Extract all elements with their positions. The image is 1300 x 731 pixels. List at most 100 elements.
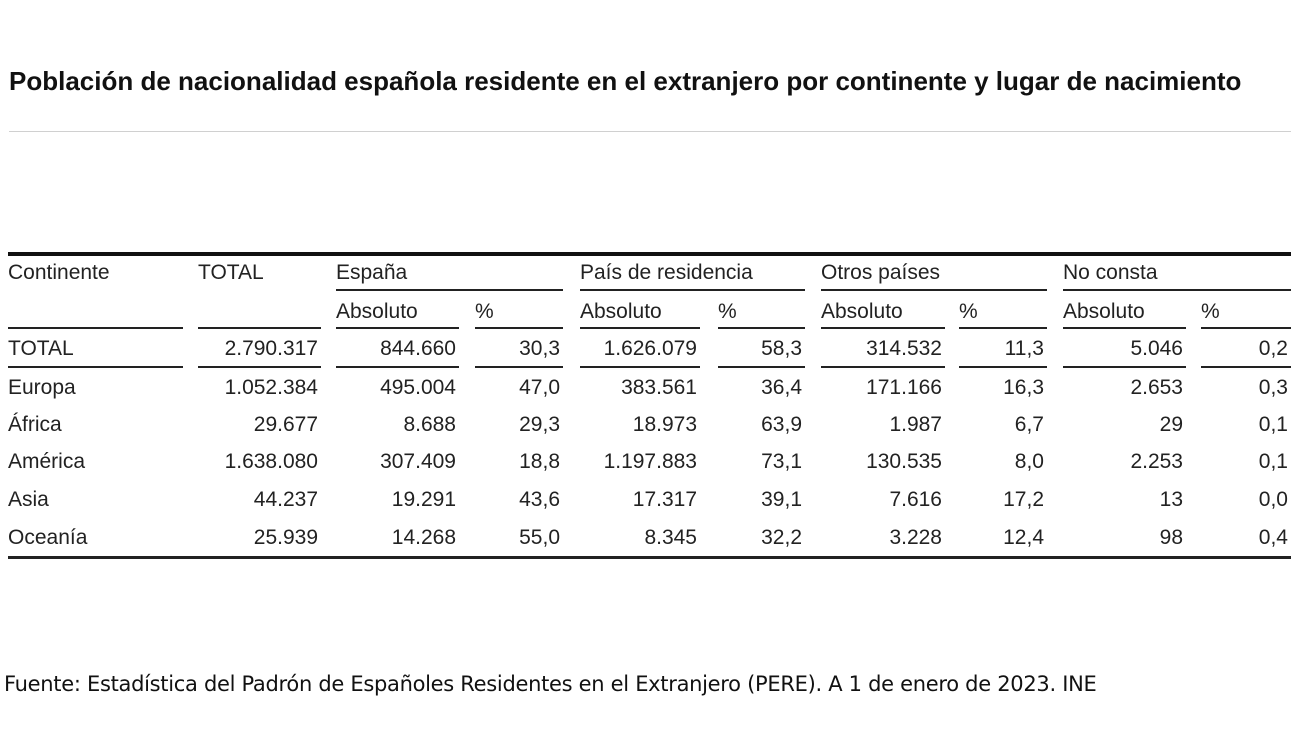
- table-cell: 11,3: [1004, 337, 1044, 360]
- table-cell: 8,0: [1014, 450, 1044, 473]
- header-cell: Continente: [8, 261, 110, 284]
- total-row-underline: [1063, 366, 1186, 368]
- subheader-cell: %: [959, 300, 978, 323]
- table-cell: 73,1: [761, 450, 802, 473]
- table-cell: 19.291: [391, 488, 456, 511]
- table-cell: 130.535: [866, 450, 942, 473]
- page-title: Población de nacionalidad española resid…: [9, 66, 1242, 96]
- table-cell: 8.688: [403, 413, 456, 436]
- table-cell: 1.197.883: [603, 450, 697, 473]
- table-cell: 0,3: [1258, 376, 1288, 399]
- table-cell: 495.004: [380, 376, 456, 399]
- table-cell: 7.616: [889, 488, 942, 511]
- subheader-cell: Absoluto: [821, 300, 903, 323]
- table-cell: 0,1: [1258, 450, 1288, 473]
- header-underline: [580, 327, 700, 329]
- header-underline: [336, 327, 459, 329]
- total-row-underline: [8, 366, 183, 368]
- row-label: TOTAL: [8, 337, 74, 360]
- total-row-underline: [821, 366, 945, 368]
- source-note: Fuente: Estadística del Padrón de Españo…: [4, 672, 1097, 696]
- table-cell: 12,4: [1003, 526, 1044, 549]
- table-cell: 29: [1159, 413, 1183, 436]
- table-cell: 0,2: [1258, 337, 1288, 360]
- table-cell: 18.973: [632, 413, 697, 436]
- table-cell: 98: [1159, 526, 1183, 549]
- table-bottom-rule: [8, 556, 1291, 559]
- total-row-underline: [580, 366, 700, 368]
- subheader-cell: Absoluto: [580, 300, 662, 323]
- header-underline: [198, 327, 321, 329]
- table-cell: 3.228: [889, 526, 942, 549]
- table-cell: 25.939: [253, 526, 318, 549]
- table-top-rule: [8, 252, 1291, 256]
- row-label: Asia: [8, 488, 49, 511]
- table-cell: 171.166: [866, 376, 942, 399]
- table-cell: 314.532: [866, 337, 942, 360]
- header-underline: [821, 327, 945, 329]
- row-label: Europa: [8, 376, 76, 399]
- subheader-cell: Absoluto: [336, 300, 418, 323]
- table-cell: 383.561: [621, 376, 697, 399]
- table-cell: 1.052.384: [224, 376, 318, 399]
- table-cell: 39,1: [761, 488, 802, 511]
- table-cell: 844.660: [380, 337, 456, 360]
- table-cell: 0,0: [1258, 488, 1288, 511]
- header-underline: [8, 327, 183, 329]
- table-cell: 17.317: [632, 488, 697, 511]
- header-underline: [475, 327, 563, 329]
- table-cell: 16,3: [1003, 376, 1044, 399]
- group-underline: [336, 289, 563, 291]
- table-cell: 58,3: [761, 337, 802, 360]
- header-cell: Otros países: [821, 261, 941, 284]
- table-cell: 29,3: [519, 413, 560, 436]
- header-underline: [1063, 327, 1186, 329]
- group-underline: [1063, 289, 1291, 291]
- table-cell: 36,4: [761, 376, 802, 399]
- header-underline: [718, 327, 805, 329]
- table-cell: 44.237: [253, 488, 318, 511]
- total-row-underline: [718, 366, 805, 368]
- table-cell: 47,0: [519, 376, 560, 399]
- title-divider: [9, 131, 1291, 132]
- table-cell: 32,2: [761, 526, 802, 549]
- row-label: África: [8, 413, 62, 436]
- header-underline: [959, 327, 1047, 329]
- header-cell: País de residencia: [580, 261, 753, 284]
- table-cell: 13: [1159, 488, 1183, 511]
- row-label: Oceanía: [8, 526, 88, 549]
- table-cell: 43,6: [519, 488, 560, 511]
- table-cell: 8.345: [644, 526, 697, 549]
- subheader-cell: %: [475, 300, 494, 323]
- total-row-underline: [475, 366, 563, 368]
- subheader-cell: %: [718, 300, 737, 323]
- total-row-underline: [1201, 366, 1291, 368]
- table-cell: 14.268: [391, 526, 456, 549]
- header-cell: TOTAL: [198, 261, 264, 284]
- header-underline: [1201, 327, 1291, 329]
- group-underline: [580, 289, 805, 291]
- table-cell: 18,8: [519, 450, 560, 473]
- table-cell: 6,7: [1014, 413, 1044, 436]
- table-cell: 5.046: [1130, 337, 1183, 360]
- total-row-underline: [198, 366, 321, 368]
- table-cell: 1.626.079: [603, 337, 697, 360]
- table-cell: 2.790.317: [224, 337, 318, 360]
- table-cell: 1.987: [889, 413, 942, 436]
- subheader-cell: Absoluto: [1063, 300, 1145, 323]
- group-underline: [821, 289, 1047, 291]
- table-cell: 30,3: [519, 337, 560, 360]
- table-cell: 2.253: [1130, 450, 1183, 473]
- table-cell: 55,0: [519, 526, 560, 549]
- table-cell: 2.653: [1130, 376, 1183, 399]
- table-cell: 307.409: [380, 450, 456, 473]
- total-row-underline: [336, 366, 459, 368]
- table-cell: 17,2: [1003, 488, 1044, 511]
- table-cell: 0,4: [1258, 526, 1288, 549]
- table-cell: 1.638.080: [224, 450, 318, 473]
- total-row-underline: [959, 366, 1047, 368]
- header-cell: No consta: [1063, 261, 1158, 284]
- table-cell: 0,1: [1258, 413, 1288, 436]
- subheader-cell: %: [1201, 300, 1220, 323]
- row-label: América: [8, 450, 86, 473]
